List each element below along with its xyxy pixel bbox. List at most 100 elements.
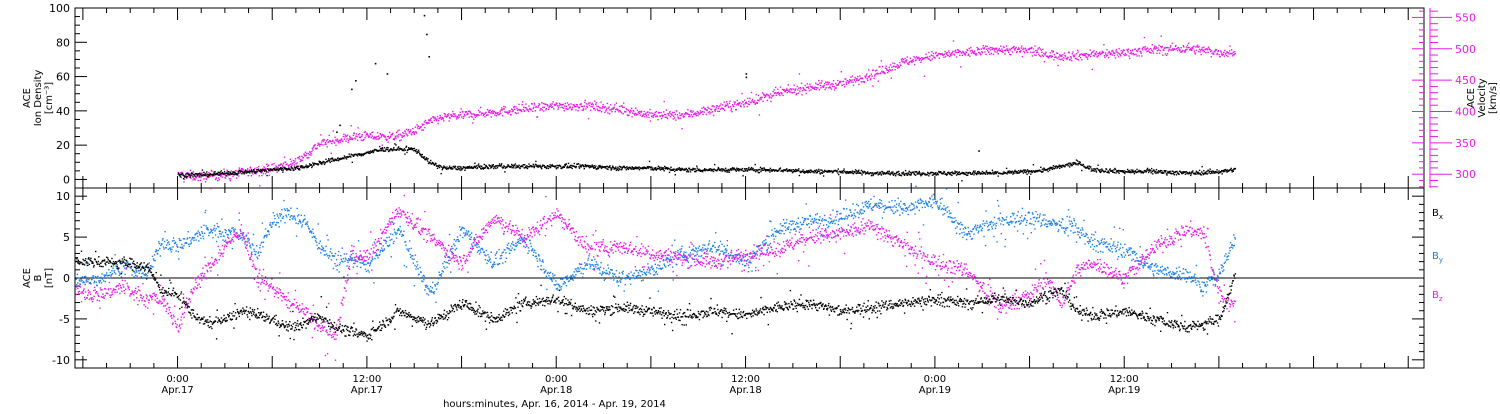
by-point <box>306 224 307 225</box>
by-point <box>286 208 287 209</box>
density-point <box>857 173 858 174</box>
velocity-point <box>1096 51 1097 52</box>
density-point <box>403 150 404 151</box>
velocity-point <box>928 52 929 53</box>
velocity-point <box>543 110 544 111</box>
velocity-point <box>797 86 798 87</box>
velocity-point <box>1152 44 1153 45</box>
velocity-point <box>342 140 343 141</box>
velocity-point <box>715 109 716 110</box>
density-point <box>328 158 329 159</box>
velocity-point <box>1181 47 1182 48</box>
by-point <box>344 261 345 262</box>
density-point <box>1161 170 1162 171</box>
bottom-left-tick-label: 5 <box>63 231 70 244</box>
by-point <box>346 253 347 254</box>
density-point <box>462 168 463 169</box>
by-point <box>250 245 251 246</box>
by-point <box>337 265 338 266</box>
density-point <box>492 165 493 166</box>
velocity-point <box>614 104 615 105</box>
density-point <box>541 168 542 169</box>
by-point <box>189 237 190 238</box>
density-point <box>1146 171 1147 172</box>
density-point <box>534 167 535 168</box>
density-point <box>910 174 911 175</box>
velocity-point <box>676 110 677 111</box>
velocity-point <box>715 110 716 111</box>
by-point <box>228 234 229 235</box>
density-point <box>579 164 580 165</box>
velocity-point <box>269 175 270 176</box>
velocity-point <box>1213 54 1214 55</box>
velocity-point <box>580 103 581 104</box>
velocity-point <box>563 104 564 105</box>
velocity-point <box>1153 53 1154 54</box>
top-left-tick-label: 0 <box>63 173 70 186</box>
density-point <box>724 170 725 171</box>
velocity-point <box>609 113 610 114</box>
by-point <box>254 251 255 252</box>
velocity-point <box>381 136 382 137</box>
velocity-point <box>1036 50 1037 51</box>
density-point <box>853 173 854 174</box>
velocity-point <box>1052 56 1053 57</box>
density-point <box>254 173 255 174</box>
by-point <box>142 272 143 273</box>
by-point <box>153 258 154 259</box>
density-point <box>670 167 671 168</box>
velocity-point <box>960 66 961 67</box>
velocity-point <box>673 116 674 117</box>
velocity-point <box>1108 57 1109 58</box>
velocity-point <box>414 134 415 135</box>
velocity-point <box>890 64 891 65</box>
velocity-point <box>301 156 302 157</box>
density-point <box>475 167 476 168</box>
velocity-point <box>1062 54 1063 55</box>
by-point <box>218 236 219 237</box>
top-right-tick-label: 350 <box>1455 137 1476 150</box>
velocity-point <box>1125 53 1126 54</box>
velocity-point <box>700 110 701 111</box>
density-point <box>618 170 619 171</box>
by-point <box>205 225 206 226</box>
velocity-point <box>454 113 455 114</box>
velocity-point <box>247 168 248 169</box>
velocity-point <box>399 140 400 141</box>
top-left-tick-label: 40 <box>56 105 70 118</box>
velocity-point <box>430 120 431 121</box>
velocity-point <box>1137 51 1138 52</box>
velocity-point <box>730 106 731 107</box>
by-point <box>268 231 269 232</box>
velocity-point <box>1089 54 1090 55</box>
velocity-point <box>601 111 602 112</box>
velocity-point <box>499 110 500 111</box>
density-point <box>736 171 737 172</box>
velocity-point <box>1167 47 1168 48</box>
velocity-point <box>871 74 872 75</box>
by-point <box>300 222 301 223</box>
velocity-point <box>313 147 314 148</box>
by-point <box>187 237 188 238</box>
velocity-point <box>711 109 712 110</box>
velocity-point <box>918 57 919 58</box>
velocity-point <box>791 88 792 89</box>
density-point <box>346 158 347 159</box>
density-point <box>578 163 579 164</box>
by-point <box>139 273 140 274</box>
density-point <box>245 170 246 171</box>
velocity-point <box>948 55 949 56</box>
velocity-point <box>408 129 409 130</box>
density-point <box>843 168 844 169</box>
density-point <box>911 173 912 174</box>
by-point <box>276 214 277 215</box>
by-point <box>365 269 366 270</box>
velocity-point <box>1042 55 1043 56</box>
velocity-point <box>294 164 295 165</box>
density-point <box>1168 172 1169 173</box>
density-point <box>321 164 322 165</box>
by-point <box>152 266 153 267</box>
by-point <box>203 238 204 239</box>
velocity-point <box>395 137 396 138</box>
density-point <box>548 168 549 169</box>
